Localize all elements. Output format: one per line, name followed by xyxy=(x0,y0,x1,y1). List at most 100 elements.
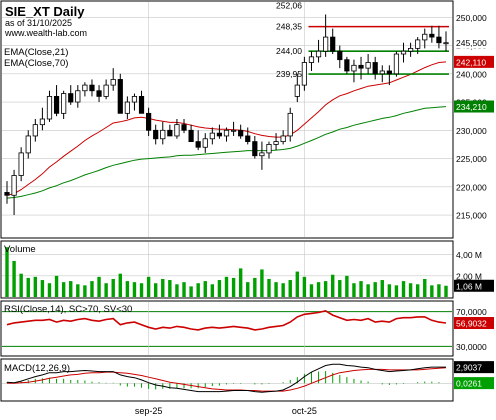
candle-body xyxy=(202,138,208,148)
volume-bar xyxy=(295,271,300,297)
x-tick-label: oct-25 xyxy=(292,406,317,416)
volume-bar xyxy=(394,285,399,297)
volume-bar xyxy=(423,278,427,297)
candle-body xyxy=(393,53,400,75)
volume-bar xyxy=(132,282,137,297)
volume-bar xyxy=(61,282,66,297)
ema21-value-tag-bg xyxy=(454,55,494,68)
volume-bar xyxy=(302,276,307,297)
ema21-legend: EMA(Close,21) xyxy=(4,47,68,58)
volume-bar xyxy=(316,282,321,297)
volume-bar xyxy=(168,280,172,297)
candle-body xyxy=(124,101,130,114)
volume-last-tag-bg xyxy=(454,279,494,292)
candle-body xyxy=(365,62,371,69)
candle-body xyxy=(301,62,307,86)
volume-bar xyxy=(309,284,314,297)
candle-body xyxy=(75,90,81,103)
site-url: www.wealth-lab.com xyxy=(4,28,87,38)
volume-bar xyxy=(12,260,16,297)
last-price-tag: 245,500 xyxy=(456,38,487,48)
volume-bar xyxy=(111,278,115,297)
candle-body xyxy=(160,129,166,140)
candle-body xyxy=(400,50,407,55)
candle-body xyxy=(146,112,152,131)
volume-bar xyxy=(118,273,122,297)
volume-bar xyxy=(401,281,406,297)
macd-title: MACD(12,26,9) xyxy=(4,363,70,374)
candle-body xyxy=(429,33,435,38)
volume-bar xyxy=(153,283,158,297)
volume-bar xyxy=(33,276,38,297)
volume-bar xyxy=(175,284,179,297)
candle-body xyxy=(266,144,272,154)
macd-last-tag: 2,9037 xyxy=(456,363,482,373)
volume-bar xyxy=(359,281,363,297)
candle-body xyxy=(443,42,449,45)
volume-bar xyxy=(246,282,250,297)
level-annotation: 239,95 xyxy=(276,69,302,79)
volume-bar xyxy=(415,284,420,297)
rsi-last-tag-bg xyxy=(454,317,494,330)
candle-body xyxy=(273,141,279,145)
volume-bar xyxy=(203,281,207,297)
candle-body xyxy=(4,192,10,196)
volume-bar xyxy=(437,284,441,297)
candle-body xyxy=(372,62,378,75)
candle-body xyxy=(181,124,187,131)
volume-bar xyxy=(238,268,243,297)
candle-body xyxy=(46,96,53,120)
volume-bar xyxy=(267,278,271,297)
candle-body xyxy=(117,79,123,114)
volume-bar xyxy=(97,276,101,297)
volume-bar xyxy=(380,280,384,297)
candle-body xyxy=(330,36,336,52)
volume-bar xyxy=(217,280,222,297)
ema70-legend: EMA(Close,70) xyxy=(4,58,68,69)
macd-panel xyxy=(0,358,454,402)
volume-bar xyxy=(224,276,229,297)
volume-bar xyxy=(281,283,285,297)
volume-bar xyxy=(90,281,94,297)
candle-body xyxy=(174,124,180,137)
candle-body xyxy=(39,118,46,126)
macd-hist-last-tag-bg xyxy=(454,377,494,390)
candle-body xyxy=(415,39,421,49)
candle-body xyxy=(351,64,357,72)
volume-bar xyxy=(323,281,328,297)
volume-bar xyxy=(274,282,278,297)
candle-body xyxy=(238,129,244,137)
candle-body xyxy=(379,70,385,75)
ema70-value-tag: 234,210 xyxy=(456,102,487,112)
price-tick-label: 250,000 xyxy=(456,13,487,23)
price-tick-label: 230,000 xyxy=(456,126,487,136)
candle-body xyxy=(216,132,223,137)
candle-body xyxy=(18,152,24,176)
candle-body xyxy=(103,84,109,97)
volume-bar xyxy=(345,275,349,297)
candle-body xyxy=(110,79,116,86)
volume-last-tag: 1,06 M xyxy=(456,281,482,291)
candle-body xyxy=(188,129,194,143)
rsi-tick-label: 70,0000 xyxy=(456,307,487,317)
as-of-date: as of 31/10/2025 xyxy=(5,18,72,28)
candle-body xyxy=(308,56,315,63)
candle-body xyxy=(153,129,159,140)
ema70-value-tag-bg xyxy=(454,100,494,113)
volume-bar xyxy=(182,282,186,297)
macd-hist-last-tag: 0,0261 xyxy=(456,379,482,389)
candle-body xyxy=(323,36,329,52)
candle-body xyxy=(223,129,230,137)
rsi-line xyxy=(6,309,447,331)
level-annotation: 248,35 xyxy=(276,22,302,32)
level-annotation: 252,06 xyxy=(276,1,302,11)
candle-body xyxy=(25,135,31,154)
volume-bar xyxy=(83,285,87,297)
volume-bar xyxy=(373,282,377,297)
volume-bar xyxy=(288,280,292,297)
macd-last-tag-bg xyxy=(454,361,494,374)
volume-bar xyxy=(76,284,80,297)
candle-body xyxy=(11,175,17,196)
candle-body xyxy=(209,132,215,140)
